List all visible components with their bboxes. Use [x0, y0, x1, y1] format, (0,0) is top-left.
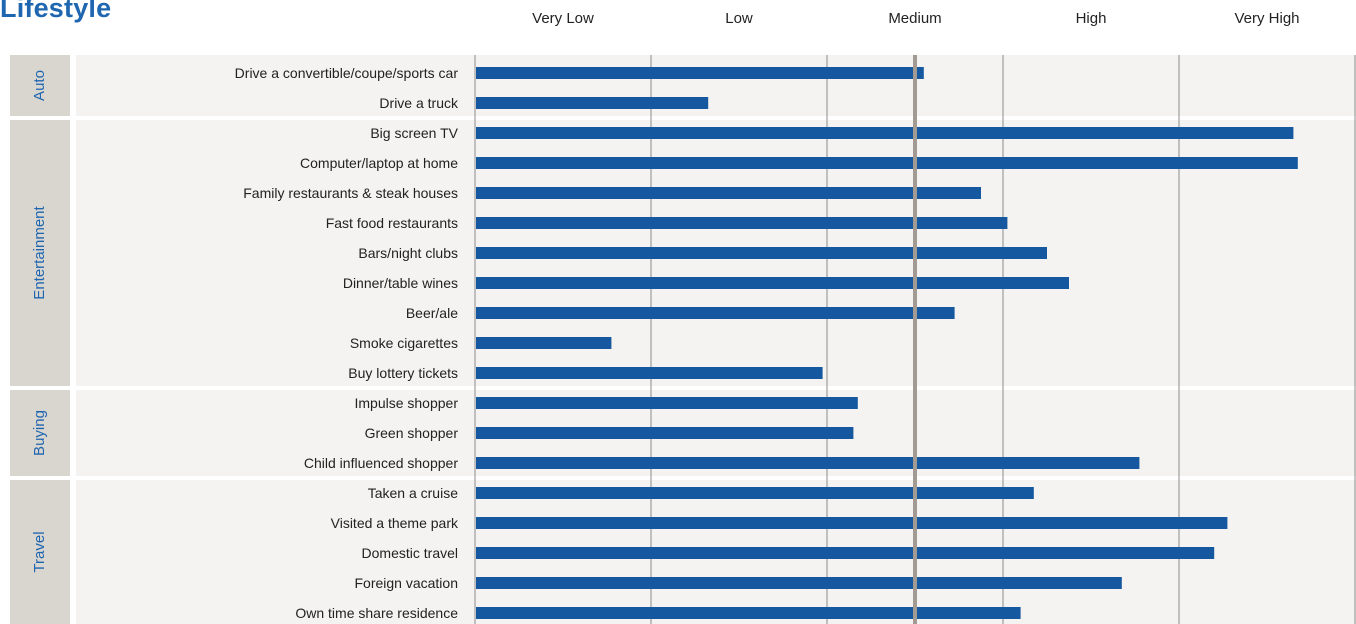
- bar: [476, 457, 1140, 469]
- row-label: Foreign vacation: [354, 575, 458, 591]
- group-label-travel: Travel: [31, 531, 48, 572]
- bar: [476, 577, 1122, 589]
- bar: [476, 307, 955, 319]
- bar: [476, 187, 981, 199]
- row-label: Child influenced shopper: [304, 455, 458, 471]
- row-label: Drive a truck: [379, 95, 459, 111]
- group-tab-buying: [10, 390, 70, 476]
- row-label: Visited a theme park: [331, 515, 459, 531]
- scale-label: Medium: [888, 10, 941, 27]
- scale-label: High: [1076, 10, 1107, 27]
- group-tab-entertainment: [10, 120, 70, 386]
- row-label: Family restaurants & steak houses: [243, 185, 458, 201]
- group-bands: Auto Entertainment Buying Travel: [10, 55, 1356, 624]
- bar: [476, 607, 1021, 619]
- row-label: Green shopper: [365, 425, 459, 441]
- row-label: Bars/night clubs: [358, 245, 458, 261]
- bar: [476, 217, 1008, 229]
- row-label: Own time share residence: [295, 605, 458, 621]
- group-label-auto: Auto: [31, 70, 48, 101]
- row-label: Taken a cruise: [368, 485, 458, 501]
- bar: [476, 277, 1069, 289]
- row-label: Beer/ale: [406, 305, 458, 321]
- group-tab-travel: [10, 480, 70, 624]
- scale-label: Very High: [1234, 10, 1299, 27]
- scale-label: Low: [725, 10, 753, 27]
- row-label: Drive a convertible/coupe/sports car: [235, 65, 459, 81]
- bar: [476, 97, 709, 109]
- row-label: Smoke cigarettes: [350, 335, 458, 351]
- bar: [476, 127, 1294, 139]
- group-label-buying: Buying: [31, 410, 48, 456]
- bar: [476, 337, 612, 349]
- row-label: Dinner/table wines: [343, 275, 458, 291]
- chart-title: Lifestyle: [0, 0, 112, 23]
- row-label: Buy lottery tickets: [348, 365, 458, 381]
- bar: [476, 487, 1034, 499]
- bar: [476, 367, 823, 379]
- bar: [476, 397, 858, 409]
- bar: [476, 427, 854, 439]
- row-label: Fast food restaurants: [326, 215, 458, 231]
- bar: [476, 547, 1215, 559]
- group-label-entertainment: Entertainment: [31, 205, 48, 299]
- row-label: Computer/laptop at home: [300, 155, 458, 171]
- bar: [476, 247, 1047, 259]
- bar: [476, 67, 924, 79]
- grid-lines: [474, 55, 1356, 624]
- row-label: Domestic travel: [362, 545, 458, 561]
- bar: [476, 517, 1228, 529]
- reference-line: [913, 55, 917, 624]
- bar: [476, 157, 1298, 169]
- scale-label: Very Low: [532, 10, 594, 27]
- row-label: Big screen TV: [370, 125, 458, 141]
- group-band-auto: [76, 55, 1356, 116]
- group-tab-auto: [10, 55, 70, 116]
- row-label: Impulse shopper: [354, 395, 458, 411]
